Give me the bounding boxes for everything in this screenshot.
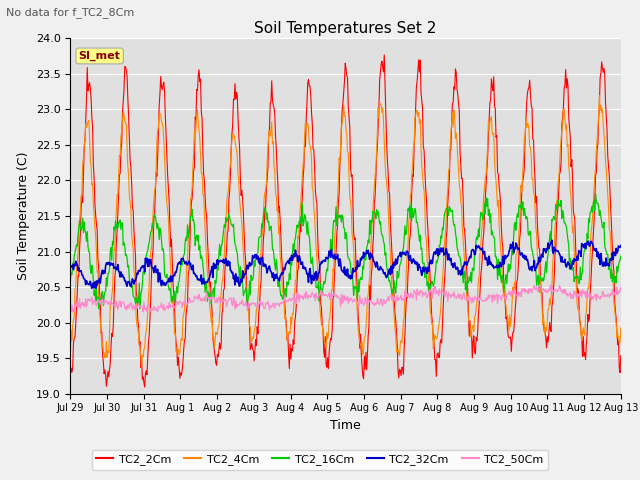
Line: TC2_32Cm: TC2_32Cm xyxy=(70,240,621,288)
Line: TC2_2Cm: TC2_2Cm xyxy=(70,55,621,387)
TC2_2Cm xyxy=(141,384,148,390)
TC2_2Cm xyxy=(219,306,227,312)
TC2_4Cm xyxy=(67,348,74,354)
TC2_50Cm xyxy=(429,286,437,291)
TC2_50Cm xyxy=(617,285,625,290)
TC2_4Cm xyxy=(138,366,145,372)
Text: No data for f_TC2_8Cm: No data for f_TC2_8Cm xyxy=(6,7,134,18)
TC2_4Cm xyxy=(77,208,84,214)
TC2_32Cm xyxy=(134,271,141,277)
TC2_50Cm xyxy=(67,308,74,313)
Line: TC2_50Cm: TC2_50Cm xyxy=(70,285,621,312)
TC2_50Cm xyxy=(219,298,227,303)
TC2_16Cm xyxy=(219,235,227,241)
TC2_4Cm xyxy=(190,150,198,156)
TC2_16Cm xyxy=(592,191,600,197)
Line: TC2_16Cm: TC2_16Cm xyxy=(70,194,621,309)
TC2_50Cm xyxy=(536,282,543,288)
TC2_32Cm xyxy=(92,286,99,291)
TC2_2Cm xyxy=(430,339,438,345)
Legend: TC2_2Cm, TC2_4Cm, TC2_16Cm, TC2_32Cm, TC2_50Cm: TC2_2Cm, TC2_4Cm, TC2_16Cm, TC2_32Cm, TC… xyxy=(92,450,548,469)
TC2_16Cm xyxy=(77,223,84,229)
TC2_4Cm xyxy=(413,108,421,113)
TC2_2Cm xyxy=(380,52,388,58)
TC2_32Cm xyxy=(429,253,437,259)
Y-axis label: Soil Temperature (C): Soil Temperature (C) xyxy=(17,152,30,280)
TC2_2Cm xyxy=(617,353,625,359)
TC2_4Cm xyxy=(133,323,141,329)
TC2_50Cm xyxy=(413,286,421,292)
TC2_32Cm xyxy=(190,271,198,276)
Title: Soil Temperatures Set 2: Soil Temperatures Set 2 xyxy=(255,21,436,36)
TC2_16Cm xyxy=(413,219,421,225)
TC2_16Cm xyxy=(67,277,74,283)
TC2_2Cm xyxy=(133,294,141,300)
Text: SI_met: SI_met xyxy=(79,51,120,61)
TC2_32Cm xyxy=(77,268,84,274)
TC2_4Cm xyxy=(617,325,625,331)
TC2_16Cm xyxy=(134,297,141,303)
Line: TC2_4Cm: TC2_4Cm xyxy=(70,96,621,369)
TC2_2Cm xyxy=(67,371,74,377)
TC2_32Cm xyxy=(67,264,74,270)
TC2_4Cm xyxy=(596,93,604,98)
TC2_32Cm xyxy=(617,243,625,249)
TC2_2Cm xyxy=(414,67,422,73)
TC2_50Cm xyxy=(133,305,141,311)
TC2_16Cm xyxy=(617,253,625,259)
X-axis label: Time: Time xyxy=(330,419,361,432)
TC2_50Cm xyxy=(77,305,84,311)
TC2_4Cm xyxy=(429,346,437,351)
TC2_2Cm xyxy=(77,230,84,236)
TC2_32Cm xyxy=(548,237,556,243)
TC2_4Cm xyxy=(219,276,227,282)
TC2_16Cm xyxy=(190,217,198,223)
TC2_50Cm xyxy=(140,309,147,315)
TC2_50Cm xyxy=(190,298,198,304)
TC2_2Cm xyxy=(190,167,198,173)
TC2_16Cm xyxy=(429,283,437,289)
TC2_32Cm xyxy=(219,260,227,265)
TC2_32Cm xyxy=(413,260,421,265)
TC2_16Cm xyxy=(95,306,102,312)
